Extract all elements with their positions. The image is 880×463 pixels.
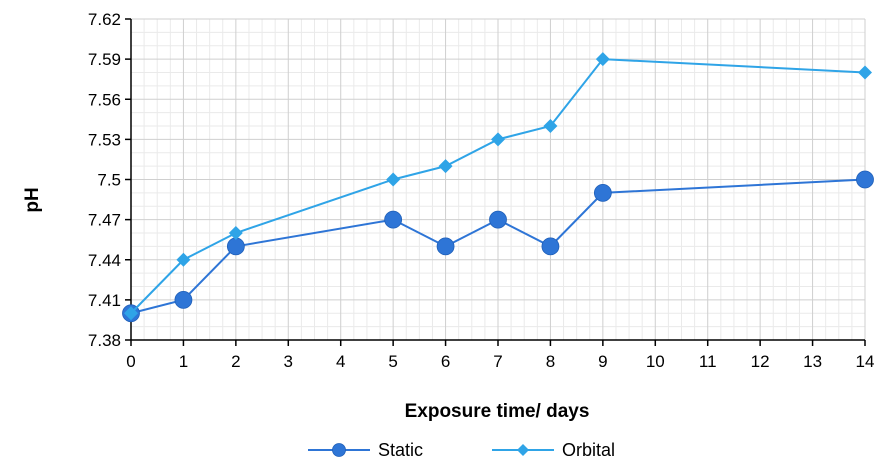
x-tick-label: 4 — [336, 352, 345, 371]
data-point-orbital — [543, 119, 558, 133]
legend-label: Static — [378, 440, 423, 460]
legend: Static Orbital — [308, 440, 615, 460]
data-point-static — [174, 290, 193, 309]
data-point-static — [489, 210, 507, 229]
y-tick-label: 7.62 — [88, 10, 121, 29]
x-tick-label: 10 — [646, 352, 665, 371]
legend-item-static: Static — [308, 440, 423, 460]
data-point-orbital — [124, 306, 138, 321]
data-point-orbital — [438, 159, 453, 174]
data-point-static — [226, 237, 245, 256]
y-tick-label: 7.56 — [88, 90, 121, 109]
y-tick-labels: 7.38 7.41 7.44 7.47 7.5 7.53 7.56 7.59 7.62 — [88, 10, 121, 350]
y-tick-label: 7.41 — [88, 291, 121, 310]
y-tick-label: 7.5 — [97, 171, 121, 190]
y-tick-label: 7.59 — [88, 50, 121, 69]
x-tick-label: 5 — [388, 352, 397, 371]
series-orbital — [124, 52, 872, 321]
data-point-orbital — [491, 132, 505, 147]
x-tick-label: 6 — [441, 352, 450, 371]
x-tick-label: 14 — [856, 352, 875, 371]
y-tick-label: 7.44 — [88, 251, 121, 270]
y-axis-title: pH — [22, 187, 43, 212]
data-point-static — [541, 237, 560, 256]
x-tick-label: 7 — [493, 352, 502, 371]
data-point-orbital — [176, 252, 191, 267]
legend-item-orbital: Orbital — [492, 440, 615, 460]
data-point-orbital — [386, 172, 401, 187]
data-point-static — [436, 237, 455, 256]
legend-label: Orbital — [562, 440, 615, 460]
legend-marker — [517, 444, 529, 456]
x-tick-label: 2 — [231, 352, 240, 371]
data-point-static — [593, 183, 612, 202]
y-tick-label: 7.38 — [88, 331, 121, 350]
x-tick-label: 8 — [546, 352, 555, 371]
data-point-static — [856, 170, 874, 189]
x-tick-labels: 0 1 2 3 4 5 6 7 8 9 10 11 12 13 14 — [126, 352, 874, 371]
data-point-orbital — [228, 226, 243, 240]
x-tick-label: 3 — [284, 352, 293, 371]
y-tick-label: 7.53 — [88, 130, 121, 149]
x-tick-label: 0 — [126, 352, 135, 371]
x-tick-label: 1 — [179, 352, 188, 371]
x-tick-label: 13 — [803, 352, 822, 371]
data-point-orbital — [595, 52, 610, 67]
axes — [125, 18, 866, 346]
legend-marker — [332, 443, 346, 457]
x-tick-label: 11 — [699, 352, 717, 371]
data-point-orbital — [858, 65, 872, 80]
x-tick-label: 12 — [751, 352, 770, 371]
series-static — [122, 170, 874, 323]
series-layer — [122, 52, 874, 323]
x-tick-label: 9 — [598, 352, 607, 371]
data-point-static — [384, 210, 403, 229]
y-tick-label: 7.47 — [88, 211, 121, 230]
x-axis-title: Exposure time/ days — [405, 401, 590, 422]
